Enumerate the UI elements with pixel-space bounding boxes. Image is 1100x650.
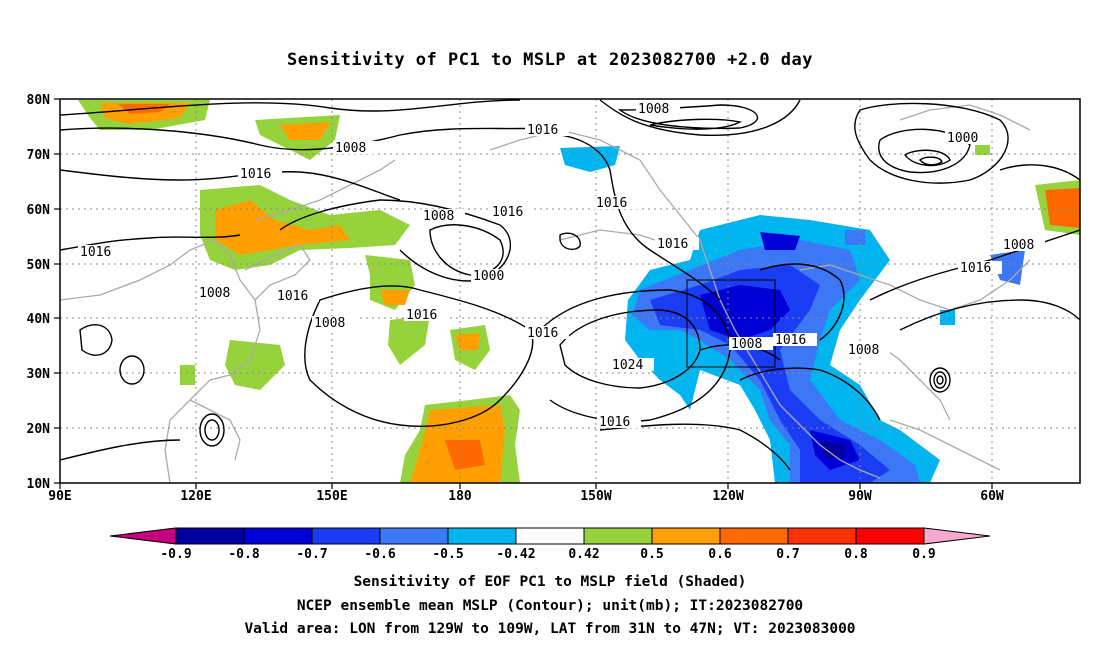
caption-line-2: NCEP ensemble mean MSLP (Contour); unit(… [296, 598, 804, 614]
svg-text:1000: 1000 [473, 269, 504, 284]
svg-text:1016: 1016 [599, 415, 630, 430]
svg-text:1016: 1016 [240, 167, 271, 182]
graticule [60, 99, 1080, 483]
colorbar-segment [515, 527, 585, 545]
lat-label: 50N [27, 258, 51, 273]
lat-label: 10N [27, 477, 51, 492]
plot-frame [59, 98, 1081, 484]
lon-label: 180 [448, 489, 472, 504]
svg-text:1008: 1008 [314, 316, 345, 331]
lon-label: 150E [316, 489, 347, 504]
colorbar-tick-label: -0.7 [296, 547, 327, 562]
colorbar-tick-label: 0.9 [912, 547, 935, 562]
colorbar-segment [651, 527, 721, 545]
lon-label: 120W [712, 489, 743, 504]
svg-text:1016: 1016 [80, 245, 111, 260]
svg-text:1016: 1016 [527, 123, 558, 138]
svg-text:1016: 1016 [406, 308, 437, 323]
lat-label: 80N [27, 93, 51, 108]
colorbar-max-triangle [923, 527, 991, 545]
colorbar-tick-label: 0.8 [844, 547, 868, 562]
colorbar-tick-label: -0.42 [496, 547, 535, 562]
colorbar-segment [787, 527, 857, 545]
colorbar-segment [175, 527, 245, 545]
map-title: Sensitivity of PC1 to MSLP at 2023082700… [286, 50, 813, 70]
svg-text:1016: 1016 [596, 196, 627, 211]
lon-label: 150W [580, 489, 611, 504]
lat-label: 20N [27, 422, 51, 437]
colorbar-segment [243, 527, 313, 545]
lat-label: 30N [27, 367, 51, 382]
lon-label: 60W [980, 489, 1004, 504]
colorbar-min-triangle [109, 527, 177, 545]
colorbar-tick-label: 0.5 [640, 547, 663, 562]
svg-text:1008: 1008 [335, 141, 366, 156]
colorbar-labels: -0.9 -0.8 -0.7 -0.6 -0.5 -0.42 0.42 0.5 0.6 0.7 0.… [160, 547, 935, 562]
svg-text:1000: 1000 [947, 131, 978, 146]
svg-text:1008: 1008 [199, 286, 230, 301]
colorbar-tick-label: 0.7 [776, 547, 799, 562]
svg-text:1016: 1016 [277, 289, 308, 304]
lon-label: 120E [180, 489, 211, 504]
colorbar-segment [379, 527, 449, 545]
svg-text:1024: 1024 [612, 358, 643, 373]
lat-label: 40N [27, 312, 51, 327]
svg-text:1008: 1008 [1003, 238, 1034, 253]
contour-labels: 1008 1000 1008 1016 1016 1008 1016 1016 … [78, 102, 1045, 430]
svg-text:1008: 1008 [423, 209, 454, 224]
colorbar-tick-label: -0.9 [160, 547, 191, 562]
lat-label: 60N [27, 203, 51, 218]
lon-label: 90E [48, 489, 71, 504]
colorbar-tick-label: 0.42 [568, 547, 599, 562]
colorbar-segment [583, 527, 653, 545]
colorbar-tick-label: -0.5 [432, 547, 463, 562]
valid-area-box [686, 279, 776, 368]
colorbar-segment [447, 527, 517, 545]
caption-line-3: Valid area: LON from 129W to 109W, LAT f… [244, 621, 856, 637]
colorbar-tick-label: -0.6 [364, 547, 395, 562]
svg-text:1016: 1016 [527, 326, 558, 341]
svg-text:1016: 1016 [960, 261, 991, 276]
svg-text:1016: 1016 [492, 205, 523, 220]
colorbar [109, 527, 991, 545]
svg-text:1016: 1016 [775, 333, 806, 348]
svg-text:1008: 1008 [638, 102, 669, 117]
colorbar-segment [311, 527, 381, 545]
svg-text:1008: 1008 [731, 337, 762, 352]
colorbar-segment [855, 527, 925, 545]
lon-label: 90W [848, 489, 872, 504]
colorbar-tick-label: -0.8 [228, 547, 259, 562]
colorbar-tick-label: 0.6 [708, 547, 732, 562]
colorbar-segment [719, 527, 789, 545]
lat-label: 70N [27, 148, 51, 163]
svg-text:1008: 1008 [848, 343, 879, 358]
caption-line-1: Sensitivity of EOF PC1 to MSLP field (Sh… [353, 574, 747, 590]
svg-text:1016: 1016 [657, 237, 688, 252]
